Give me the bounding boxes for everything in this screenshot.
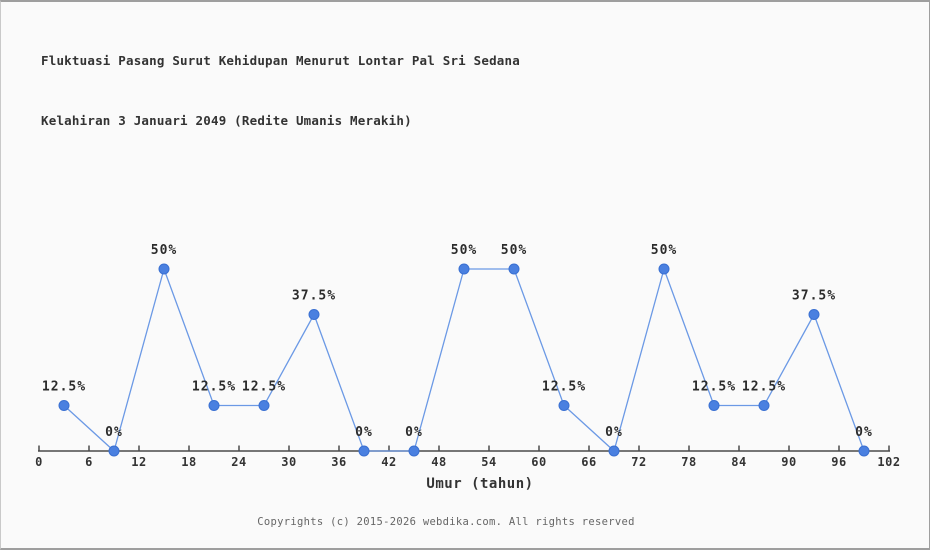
data-point (108, 445, 120, 457)
chart-title-line2: Kelahiran 3 Januari 2049 (Redite Umanis … (41, 113, 412, 128)
x-tick-label: 6 (85, 455, 93, 469)
data-point (158, 263, 170, 275)
data-line (63, 266, 865, 453)
point-label: 0% (105, 425, 123, 440)
x-axis-label: Umur (tahun) (426, 476, 534, 492)
point-label: 37.5% (792, 289, 836, 304)
data-point (208, 400, 220, 411)
x-tick-label: 12 (131, 455, 146, 469)
x-tick-label: 66 (581, 455, 596, 469)
x-tick-label: 60 (531, 455, 546, 469)
data-point (858, 445, 870, 457)
data-point (358, 445, 370, 457)
point-label: 0% (405, 425, 423, 440)
x-tick-label: 48 (431, 455, 446, 469)
point-label: 12.5% (542, 380, 586, 395)
data-point (308, 309, 320, 320)
x-tick-label: 84 (731, 455, 746, 469)
x-tick-label: 72 (631, 455, 646, 469)
x-tick-label: 36 (331, 455, 346, 469)
point-label: 37.5% (292, 289, 336, 304)
point-label: 0% (355, 425, 373, 440)
data-point (758, 400, 770, 411)
x-tick-label: 54 (481, 455, 496, 469)
point-label: 0% (855, 425, 873, 440)
chart-title: Fluktuasi Pasang Surut Kehidupan Menurut… (41, 11, 520, 171)
x-tick-label: 0 (35, 455, 43, 469)
x-tick-label: 42 (381, 455, 396, 469)
data-point (808, 309, 820, 320)
data-point (258, 400, 270, 411)
x-tick-label: 102 (877, 455, 900, 469)
data-point (408, 445, 420, 457)
point-label: 0% (605, 425, 623, 440)
point-label: 50% (651, 243, 677, 258)
data-point (558, 400, 570, 411)
data-point (708, 400, 720, 411)
x-tick-label: 90 (781, 455, 796, 469)
data-point (58, 400, 70, 411)
copyright-text: Copyrights (c) 2015-2026 webdika.com. Al… (257, 516, 635, 528)
x-tick-label: 30 (281, 455, 296, 469)
point-label: 50% (501, 243, 527, 258)
point-label: 50% (451, 243, 477, 258)
point-label: 12.5% (192, 380, 236, 395)
data-point (458, 263, 470, 275)
chart-title-line1: Fluktuasi Pasang Surut Kehidupan Menurut… (41, 53, 520, 68)
data-point (508, 263, 520, 275)
x-tick-label: 18 (181, 455, 196, 469)
x-tick-label: 24 (231, 455, 246, 469)
point-label: 12.5% (242, 380, 286, 395)
point-label: 12.5% (42, 380, 86, 395)
data-point (608, 445, 620, 457)
point-label: 12.5% (692, 380, 736, 395)
x-tick-label: 96 (831, 455, 846, 469)
x-tick-label: 78 (681, 455, 696, 469)
point-label: 12.5% (742, 380, 786, 395)
data-point (658, 263, 670, 275)
point-label: 50% (151, 243, 177, 258)
